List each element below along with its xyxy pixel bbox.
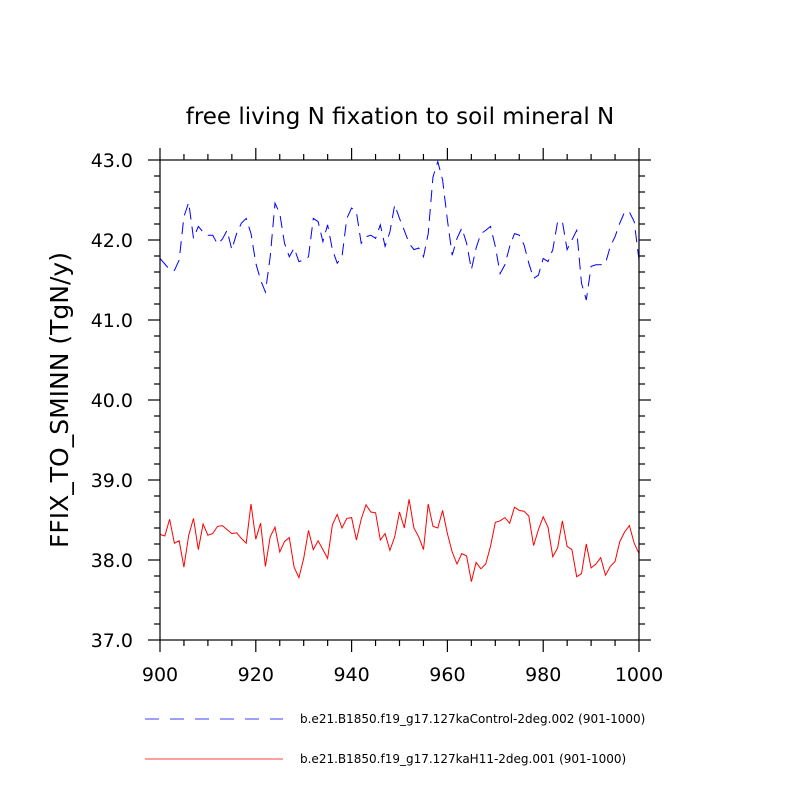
x-tick-label: 940 [333, 664, 369, 686]
y-tick-label: 43.0 [91, 150, 133, 172]
chart-title: free living N fixation to soil mineral N [186, 104, 615, 130]
x-tick-label: 1000 [615, 664, 663, 686]
y-tick-label: 40.0 [91, 390, 133, 412]
y-tick-label: 39.0 [91, 470, 133, 492]
y-axis-label: FFIX_TO_SMINN (TgN/y) [45, 252, 74, 548]
legend-label-0: b.e21.B1850.f19_g17.127kaControl-2deg.00… [300, 712, 645, 726]
x-tick-label: 980 [525, 664, 561, 686]
legend-label-1: b.e21.B1850.f19_g17.127kaH11-2deg.001 (9… [300, 752, 626, 766]
y-tick-label: 37.0 [91, 630, 133, 652]
y-tick-label: 38.0 [91, 550, 133, 572]
x-tick-label: 920 [238, 664, 274, 686]
plot-lines [159, 159, 640, 582]
x-tick-label: 960 [429, 664, 465, 686]
axis-ticks: 900 920 940 960 980 1000 37.0 38.0 39.0 40.0 41.0 4… [91, 148, 663, 686]
x-tick-label: 900 [142, 664, 178, 686]
series-line-1 [159, 499, 640, 582]
series-line-0 [159, 159, 640, 301]
legend: b.e21.B1850.f19_g17.127kaControl-2deg.00… [145, 712, 645, 766]
y-tick-label: 42.0 [91, 230, 133, 252]
y-tick-label: 41.0 [91, 310, 133, 332]
plot-frame [159, 159, 640, 641]
